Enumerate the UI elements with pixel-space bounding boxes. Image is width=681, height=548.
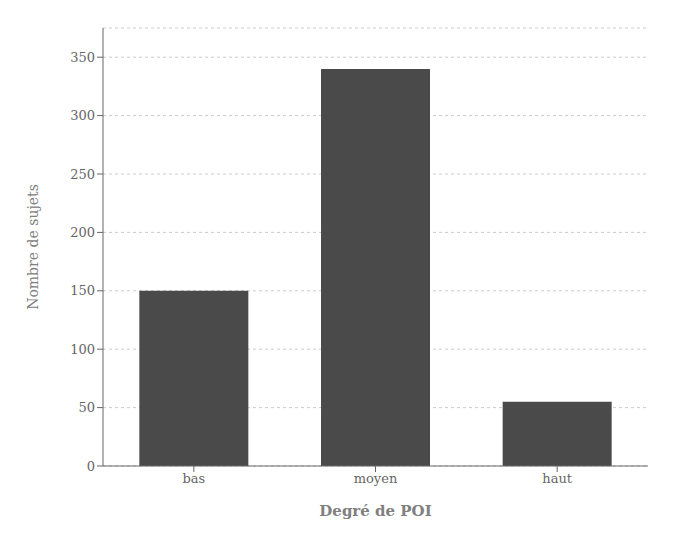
svg-text:Nombre de sujets: Nombre de sujets xyxy=(25,184,41,310)
svg-text:200: 200 xyxy=(70,225,95,240)
svg-text:300: 300 xyxy=(70,108,95,123)
svg-text:150: 150 xyxy=(70,283,95,298)
svg-text:moyen: moyen xyxy=(354,471,398,486)
svg-text:0: 0 xyxy=(87,459,95,474)
svg-text:100: 100 xyxy=(70,342,95,357)
svg-text:haut: haut xyxy=(542,471,572,486)
svg-text:50: 50 xyxy=(78,400,95,415)
svg-text:Degré de POI: Degré de POI xyxy=(319,502,431,520)
svg-text:250: 250 xyxy=(70,167,95,182)
svg-text:350: 350 xyxy=(70,50,95,65)
svg-text:bas: bas xyxy=(182,471,205,486)
